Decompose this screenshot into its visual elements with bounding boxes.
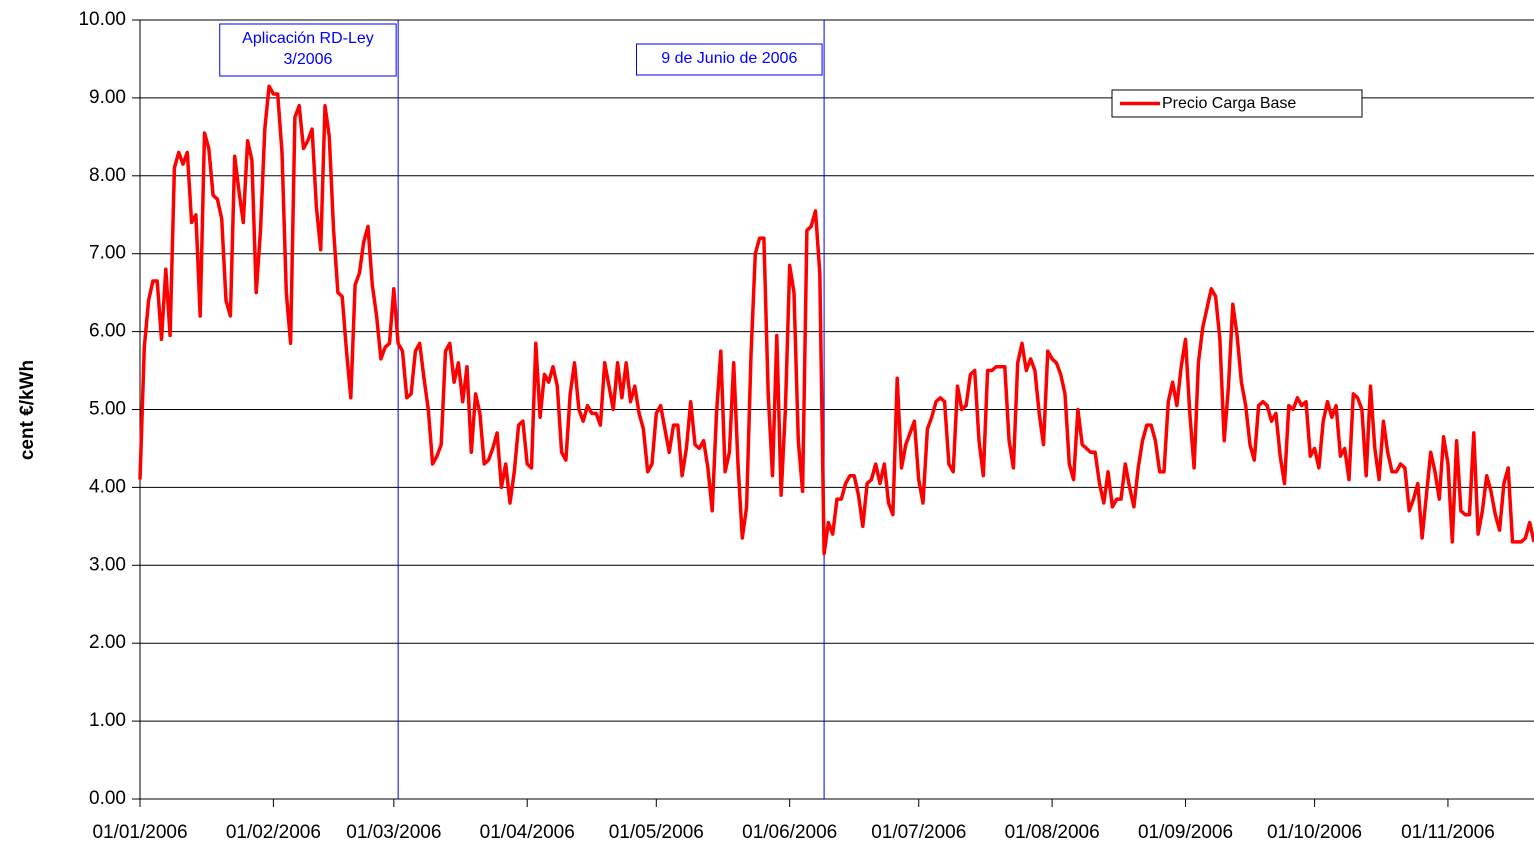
x-tick-label: 01/08/2006 bbox=[1005, 822, 1100, 843]
x-tick-label: 01/03/2006 bbox=[346, 822, 441, 843]
x-tick-label: 01/06/2006 bbox=[742, 822, 837, 843]
series-line bbox=[138, 84, 1534, 556]
y-tick-label: 1.00 bbox=[89, 710, 126, 731]
y-tick-label: 5.00 bbox=[89, 399, 126, 420]
y-axis-label: cent €/kWh bbox=[17, 360, 38, 460]
x-tick-label: 01/02/2006 bbox=[226, 822, 321, 843]
y-tick-label: 4.00 bbox=[89, 476, 126, 497]
annotation-box bbox=[635, 43, 823, 76]
annotation: Aplicación RD-Ley 3/2006 bbox=[219, 23, 397, 77]
x-tick-label: 01/10/2006 bbox=[1267, 822, 1362, 843]
x-tick-label: 01/07/2006 bbox=[871, 822, 966, 843]
annotation-box bbox=[219, 23, 397, 77]
y-tick-label: 7.00 bbox=[89, 243, 126, 264]
x-tick-label: 01/05/2006 bbox=[609, 822, 704, 843]
x-tick-label: 01/11/2006 bbox=[1401, 822, 1495, 843]
y-tick-label: 10.00 bbox=[78, 9, 126, 30]
x-tick-label: 01/04/2006 bbox=[480, 822, 575, 843]
x-tick-label: 01/01/2006 bbox=[92, 822, 187, 843]
legend-label: Precio Carga Base bbox=[1162, 95, 1296, 112]
y-tick-label: 6.00 bbox=[89, 321, 126, 342]
legend: Precio Carga Base bbox=[1111, 89, 1363, 118]
annotation-text: 3/2006 bbox=[283, 51, 332, 68]
y-tick-label: 9.00 bbox=[89, 87, 126, 108]
y-tick-label: 3.00 bbox=[89, 554, 126, 575]
annotation-text: Aplicación RD-Ley bbox=[242, 30, 374, 47]
y-tick-label: 0.00 bbox=[89, 788, 126, 809]
y-tick-label: 8.00 bbox=[89, 165, 126, 186]
x-tick-label: 01/09/2006 bbox=[1138, 822, 1233, 843]
annotation: 9 de Junio de 2006 bbox=[635, 43, 823, 76]
y-tick-label: 2.00 bbox=[89, 632, 126, 653]
annotation-text: 9 de Junio de 2006 bbox=[661, 50, 797, 67]
